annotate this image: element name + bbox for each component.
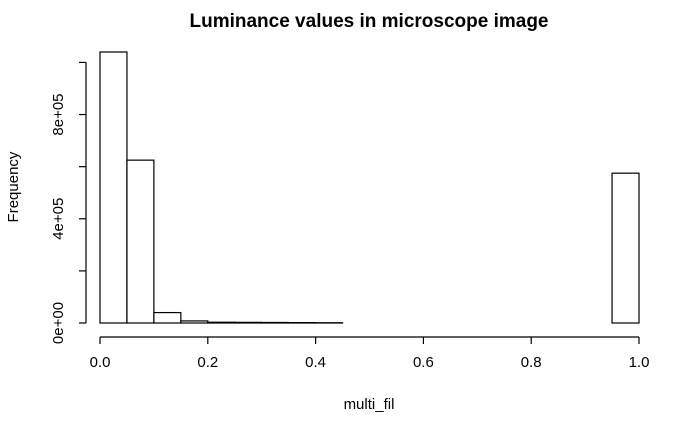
x-tick-label-4: 0.8 <box>521 354 542 371</box>
x-tick-label-3: 0.6 <box>413 354 434 371</box>
histogram-bar-1 <box>126 159 155 324</box>
y-axis: 0e+00 4e+05 8e+05 <box>50 61 87 344</box>
x-tick-label-0: 0.0 <box>90 354 111 371</box>
histogram-bar-2 <box>153 311 182 324</box>
y-tick-label-0: 0e+00 <box>50 302 67 344</box>
x-axis: 0.0 0.2 0.4 0.6 0.8 1.0 <box>90 336 650 371</box>
y-axis-label: Frequency <box>5 151 22 222</box>
x-axis-label: multi_fil <box>344 396 395 413</box>
y-tick-label-2: 4e+05 <box>50 198 67 240</box>
histogram-bar-0 <box>99 51 128 324</box>
x-tick-label-5: 1.0 <box>629 354 650 371</box>
chart-title: Luminance values in microscope image <box>189 11 548 32</box>
histogram-bars <box>99 51 640 324</box>
x-tick-label-2: 0.4 <box>305 354 326 371</box>
histogram-bar-4 <box>207 321 236 324</box>
histogram-bar-19 <box>611 172 640 324</box>
histogram-bar-6 <box>261 321 290 324</box>
x-tick-label-1: 0.2 <box>197 354 218 371</box>
histogram-bar-3 <box>180 320 209 324</box>
y-tick-label-4: 8e+05 <box>50 93 67 135</box>
histogram-bar-5 <box>234 321 263 324</box>
